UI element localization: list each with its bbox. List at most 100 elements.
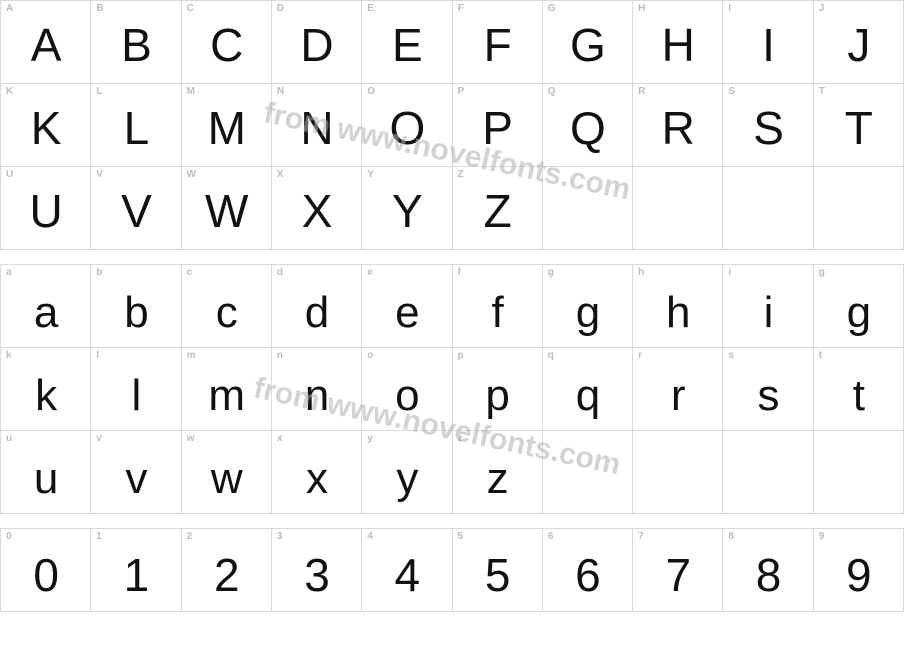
character-cell: yy <box>362 431 452 514</box>
key-label: W <box>187 169 197 180</box>
character-cell: 22 <box>182 529 272 612</box>
glyph: O <box>389 105 424 151</box>
character-cell: nn <box>272 348 362 431</box>
character-cell: ss <box>723 348 813 431</box>
character-cell: mm <box>182 348 272 431</box>
glyph: r <box>671 374 685 418</box>
key-label: Z <box>458 169 464 180</box>
character-cell-empty <box>543 431 633 514</box>
key-label: e <box>367 267 373 278</box>
glyph: m <box>208 374 244 418</box>
glyph: o <box>395 374 418 418</box>
glyph: s <box>758 374 779 418</box>
glyph: 4 <box>395 552 420 598</box>
key-label: U <box>6 169 13 180</box>
character-cell: 77 <box>633 529 723 612</box>
character-cell: JJ <box>814 1 904 84</box>
key-label: 5 <box>458 531 464 542</box>
character-cell: ll <box>91 348 181 431</box>
glyph: 2 <box>214 552 239 598</box>
glyph: V <box>121 188 151 234</box>
character-cell: 33 <box>272 529 362 612</box>
glyph: 3 <box>304 552 329 598</box>
key-label: I <box>728 3 731 14</box>
character-cell: pp <box>453 348 543 431</box>
character-cell: ii <box>723 265 813 348</box>
key-label: g <box>819 267 825 278</box>
font-character-map: AABBCCDDEEFFGGHHIIJJKKLLMMNNOOPPQQRRSSTT… <box>0 0 911 612</box>
key-label: 8 <box>728 531 734 542</box>
key-label: o <box>367 350 373 361</box>
character-cell: TT <box>814 84 904 167</box>
key-label: B <box>96 3 103 14</box>
character-cell: PP <box>453 84 543 167</box>
key-label: i <box>728 267 731 278</box>
glyph: h <box>666 291 689 335</box>
character-cell: LL <box>91 84 181 167</box>
glyph: 9 <box>846 552 871 598</box>
key-label: X <box>277 169 284 180</box>
character-cell: DD <box>272 1 362 84</box>
character-cell-empty <box>633 431 723 514</box>
key-label: q <box>548 350 554 361</box>
key-label: O <box>367 86 375 97</box>
key-label: K <box>6 86 13 97</box>
glyph: I <box>762 22 774 68</box>
glyph: 1 <box>124 552 149 598</box>
character-cell: BB <box>91 1 181 84</box>
character-cell: SS <box>723 84 813 167</box>
glyph: Z <box>484 188 511 234</box>
character-cell: oo <box>362 348 452 431</box>
key-label: C <box>187 3 194 14</box>
character-grid-lowercase: aabbccddeeffgghhiiggkkllmmnnooppqqrrsstt… <box>0 264 904 514</box>
character-cell: HH <box>633 1 723 84</box>
character-grid-uppercase: AABBCCDDEEFFGGHHIIJJKKLLMMNNOOPPQQRRSSTT… <box>0 0 904 250</box>
character-cell: ww <box>182 431 272 514</box>
character-cell: uu <box>1 431 91 514</box>
character-cell-empty <box>543 167 633 250</box>
key-label: z <box>458 433 463 444</box>
key-label: 6 <box>548 531 554 542</box>
character-grid-digits: 00112233445566778899 <box>0 528 904 612</box>
key-label: 0 <box>6 531 12 542</box>
key-label: R <box>638 86 645 97</box>
key-label: h <box>638 267 644 278</box>
key-label: u <box>6 433 12 444</box>
character-cell: KK <box>1 84 91 167</box>
key-label: F <box>458 3 464 14</box>
glyph: y <box>396 457 417 501</box>
glyph: a <box>34 291 57 335</box>
key-label: A <box>6 3 13 14</box>
character-cell: RR <box>633 84 723 167</box>
glyph: G <box>570 22 605 68</box>
key-label: P <box>458 86 465 97</box>
key-label: D <box>277 3 284 14</box>
glyph: u <box>34 457 57 501</box>
key-label: L <box>96 86 102 97</box>
glyph: f <box>492 291 503 335</box>
key-label: x <box>277 433 283 444</box>
key-label: t <box>819 350 823 361</box>
character-cell: GG <box>543 1 633 84</box>
character-cell: ff <box>453 265 543 348</box>
glyph: L <box>124 105 149 151</box>
key-label: g <box>548 267 554 278</box>
glyph: E <box>392 22 422 68</box>
glyph: K <box>31 105 61 151</box>
key-label: r <box>638 350 642 361</box>
glyph: 5 <box>485 552 510 598</box>
character-cell: MM <box>182 84 272 167</box>
character-cell: rr <box>633 348 723 431</box>
character-cell: hh <box>633 265 723 348</box>
glyph: B <box>121 22 151 68</box>
key-label: J <box>819 3 825 14</box>
key-label: n <box>277 350 283 361</box>
character-cell: 00 <box>1 529 91 612</box>
character-cell: zz <box>453 431 543 514</box>
key-label: E <box>367 3 374 14</box>
glyph: W <box>205 188 247 234</box>
glyph: X <box>302 188 332 234</box>
key-label: w <box>187 433 195 444</box>
key-label: l <box>96 350 99 361</box>
character-cell-empty <box>723 167 813 250</box>
